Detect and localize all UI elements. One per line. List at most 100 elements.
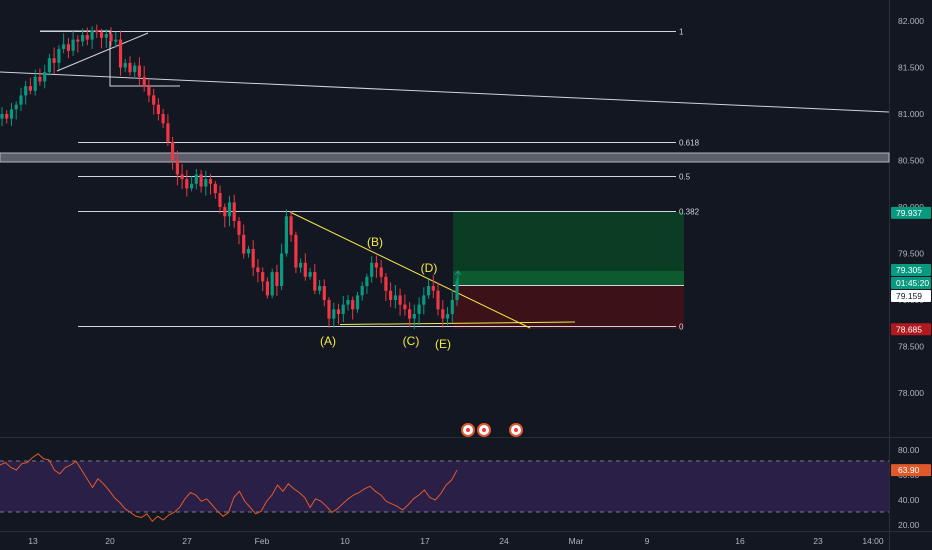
candle-body — [28, 86, 32, 91]
candle-body — [123, 62, 127, 68]
time-tick-label: 27 — [182, 536, 192, 546]
candle-body — [156, 104, 160, 114]
candle-body — [180, 174, 184, 180]
triangle-lower-line[interactable] — [339, 321, 576, 325]
price-tag — [891, 323, 931, 336]
candle-body — [341, 304, 345, 314]
candle-body — [19, 95, 23, 105]
candle-body — [33, 76, 37, 91]
candle-body — [90, 30, 94, 40]
resistance-zone[interactable] — [0, 152, 890, 163]
candle-body — [237, 221, 241, 235]
candle-body — [99, 32, 104, 38]
price-tag-label: 78.685 — [896, 324, 922, 334]
candle-body — [455, 281, 459, 300]
triangle-upper-line[interactable] — [289, 211, 531, 329]
wave-label-d: (D) — [421, 261, 438, 275]
candle-body — [24, 86, 28, 96]
candle-body — [62, 44, 66, 49]
candle-body — [370, 262, 374, 277]
price-tick-label: 82.000 — [898, 16, 924, 26]
candle-body — [360, 286, 364, 296]
price-tag-label: 01:45:20 — [896, 278, 929, 288]
candle-body — [389, 290, 393, 300]
candle-body — [142, 76, 146, 87]
fib-level-label: 0.382 — [679, 208, 700, 217]
candle-body — [417, 304, 421, 314]
trend-line-long[interactable] — [0, 71, 890, 113]
candle-body — [137, 65, 141, 77]
candle-body — [171, 141, 175, 161]
candle-body — [133, 65, 137, 73]
candle-body — [57, 48, 61, 63]
rsi-tick-label: 80.00 — [898, 445, 920, 455]
candle-body — [14, 104, 18, 110]
candle-body — [379, 267, 383, 277]
event-markers[interactable] — [461, 423, 523, 437]
candle-body — [403, 304, 407, 310]
candle-body — [227, 202, 232, 217]
projection-arrow-icon — [454, 270, 462, 283]
candle-body — [128, 62, 132, 73]
candle-body — [261, 272, 265, 282]
candle-body — [147, 86, 151, 96]
candle-body — [76, 39, 80, 42]
candle-body — [109, 34, 113, 42]
candle-body — [280, 253, 284, 286]
time-tick-label: 10 — [340, 536, 350, 546]
price-tag-label: 79.159 — [896, 291, 922, 301]
candle-body — [71, 39, 75, 51]
candle-body — [374, 262, 378, 268]
wave-label-c: (C) — [403, 334, 420, 348]
candle-body — [393, 295, 397, 300]
candle-body — [85, 35, 89, 40]
candle-body — [66, 44, 70, 51]
rsi-line — [0, 453, 458, 523]
price-tag — [891, 264, 931, 276]
time-axis[interactable]: 13 20 27 Feb 10 17 24 Mar 9 16 23 14:00 — [28, 536, 884, 546]
price-tag — [891, 206, 931, 219]
candle-body — [365, 276, 369, 287]
wave-label-b: (B) — [367, 235, 383, 249]
time-tick-label: 16 — [735, 536, 745, 546]
candle-body — [289, 216, 293, 235]
candle-body — [104, 34, 108, 38]
candle-body — [422, 295, 426, 305]
candle-body — [351, 300, 355, 310]
candle-body — [408, 309, 412, 319]
candle-body — [284, 216, 288, 254]
candle-body — [256, 267, 260, 273]
candle-body — [445, 314, 450, 319]
candle-body — [204, 179, 208, 187]
price-tick-label: 80.500 — [898, 156, 924, 166]
candle-body — [213, 183, 217, 194]
time-tick-label: 17 — [420, 536, 430, 546]
time-tick-label: 24 — [499, 536, 509, 546]
time-tick-label: Mar — [569, 536, 584, 546]
candle-body — [275, 272, 279, 286]
event-marker-dot-icon — [482, 428, 486, 432]
fib-level-label: 0.618 — [679, 139, 700, 148]
candle-body — [431, 286, 435, 291]
candle-body — [208, 179, 213, 184]
candle-body — [398, 295, 402, 305]
candle-body — [118, 39, 123, 68]
rsi-current-label: 63.90 — [898, 465, 920, 475]
rising-wedge-line[interactable] — [56, 32, 149, 72]
candle-body — [223, 207, 227, 217]
candle-body — [38, 76, 42, 82]
rsi-tick-label: 40.00 — [898, 495, 920, 505]
candle-body — [427, 286, 431, 296]
candle-body — [327, 300, 331, 319]
candle-body — [161, 114, 165, 124]
candle-body — [412, 314, 416, 319]
price-tick-label: 78.500 — [898, 342, 924, 352]
price-tag-label: 79.937 — [896, 208, 922, 218]
event-marker-dot-icon — [466, 428, 470, 432]
price-tag — [891, 290, 931, 302]
candle-body — [199, 174, 203, 187]
price-tags: 79.937 79.305 01:45:20 79.159 78.685 — [891, 206, 931, 336]
candle-body — [166, 123, 170, 142]
